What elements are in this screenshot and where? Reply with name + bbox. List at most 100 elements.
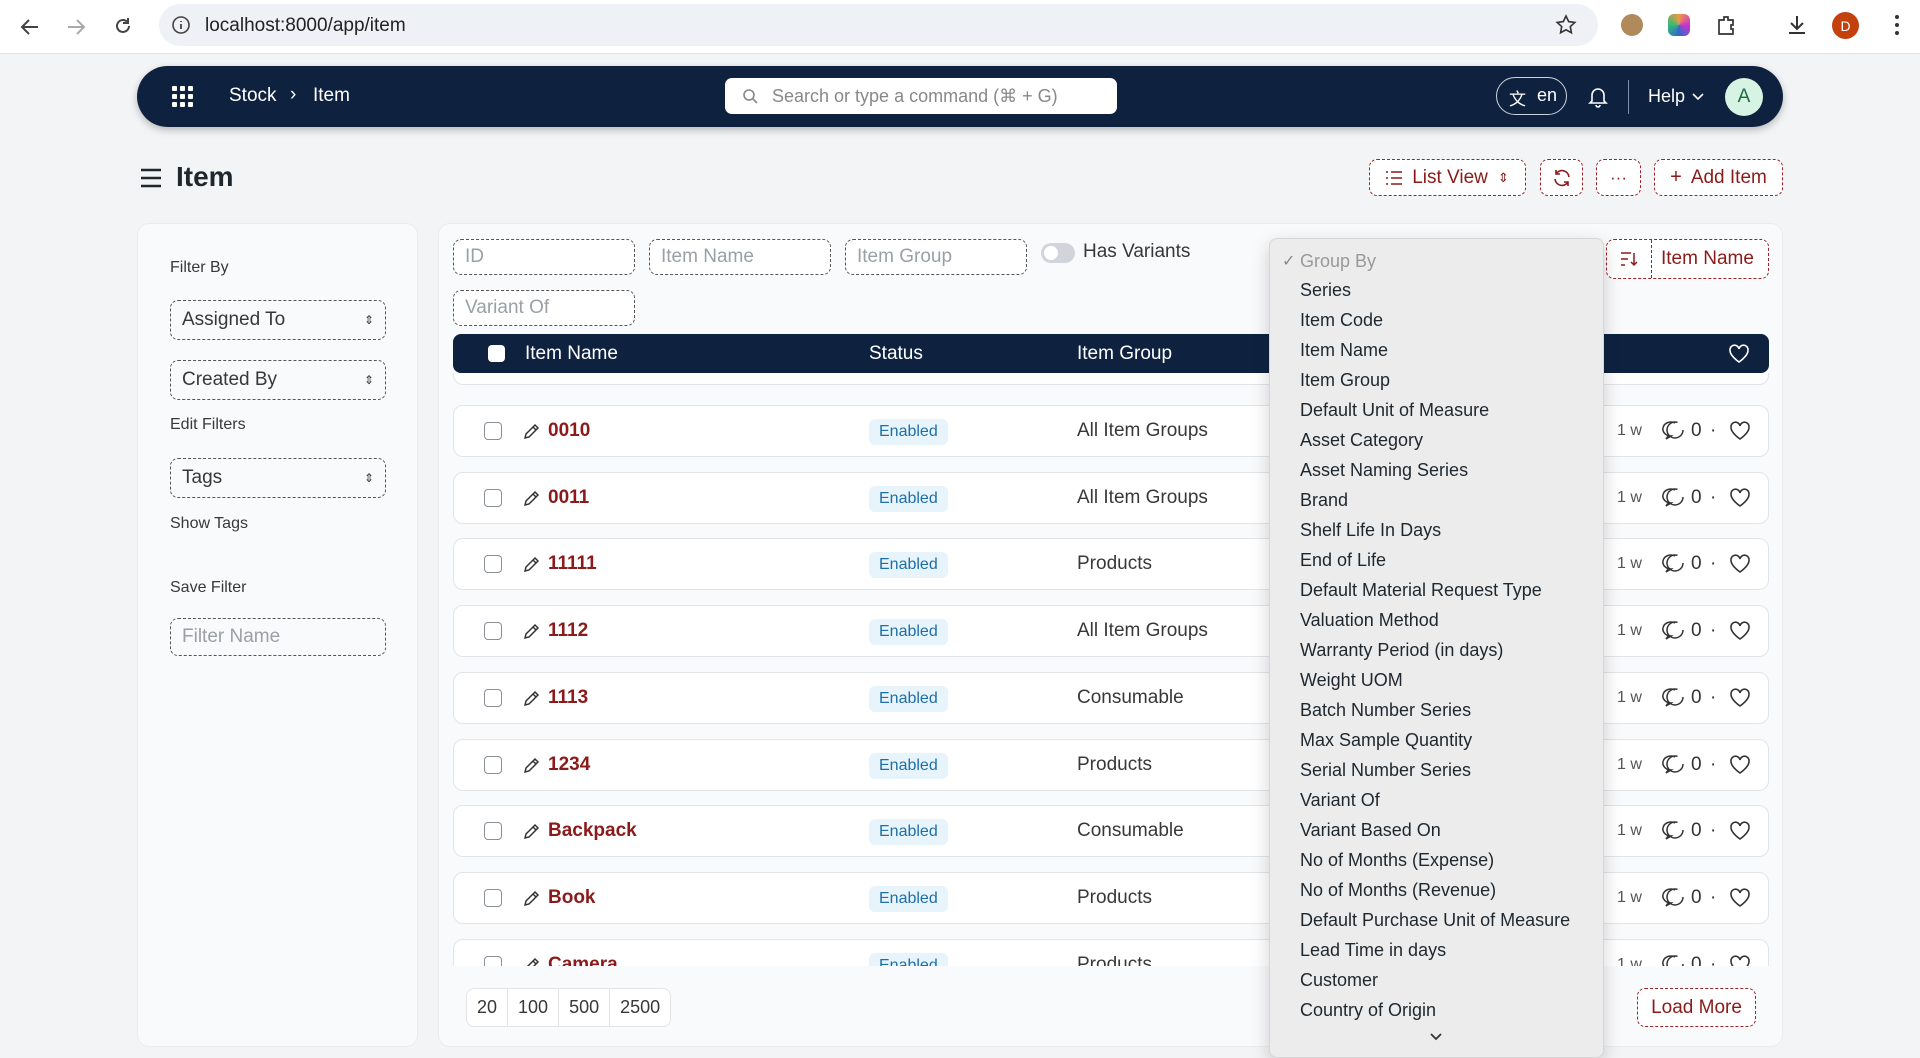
edit-icon[interactable] [523,757,540,774]
dropdown-item[interactable]: Series [1300,280,1352,300]
select-label[interactable]: Tags [182,467,223,488]
page-size-button[interactable]: 500 [558,989,609,1026]
downloads-button[interactable] [1786,14,1808,36]
bookmark-star[interactable] [1555,14,1577,35]
forward-button[interactable] [66,17,86,37]
reload-button[interactable] [113,16,133,36]
edit-icon[interactable] [523,556,540,573]
assigned-to-select[interactable]: Assigned To ⇕ [170,300,386,340]
filter-name-input[interactable]: Filter Name [170,618,386,656]
dropdown-item[interactable]: Warranty Period (in days) [1300,640,1504,660]
back-button[interactable] [20,17,40,37]
view-label[interactable]: List View [1412,166,1488,188]
extension-icon[interactable] [1621,14,1643,36]
has-variants-toggle[interactable] [1041,243,1075,263]
add-item-button[interactable]: + Add Item [1654,159,1783,196]
toggle-label[interactable]: Has Variants [1083,241,1191,262]
dropdown-item[interactable]: No of Months (Revenue) [1300,880,1497,900]
row-checkbox[interactable] [484,955,502,966]
edit-filters-link[interactable]: Edit Filters [170,416,246,433]
dropdown-item[interactable]: Weight UOM [1300,670,1403,690]
dropdown-item[interactable]: Default Purchase Unit of Measure [1300,910,1571,930]
dropdown-item[interactable]: Batch Number Series [1300,700,1472,720]
comment-icon[interactable] [1662,821,1685,840]
refresh-button[interactable] [1540,159,1583,196]
dropdown-item[interactable]: Customer [1300,970,1379,990]
id-filter[interactable]: ID [453,239,635,275]
language-code[interactable]: en [1537,85,1558,105]
dropdown-item[interactable]: Item Group [1300,370,1391,390]
dropdown-item[interactable]: Asset Naming Series [1300,460,1469,480]
dropdown-item[interactable]: Variant Based On [1300,820,1441,840]
dropdown-item[interactable]: Max Sample Quantity [1300,730,1473,750]
comment-icon[interactable] [1662,487,1685,507]
row-checkbox[interactable] [484,688,502,707]
add-item-label[interactable]: Add Item [1690,166,1767,188]
comment-icon[interactable] [1662,888,1685,907]
help-menu[interactable]: Help [1648,86,1686,106]
item-name-filter[interactable]: Item Name [649,239,831,275]
liked-filter[interactable] [1729,344,1749,363]
like-button[interactable] [1730,888,1750,907]
extensions-button[interactable] [1716,14,1738,36]
dropdown-item[interactable]: Brand [1300,490,1349,510]
scroll-down-arrow[interactable] [1430,1033,1442,1041]
item-name-link[interactable]: 11111 [548,553,597,575]
item-name-link[interactable]: 1234 [548,753,591,775]
column-header[interactable]: Item Name [525,343,618,364]
address-bar[interactable]: localhost:8000/app/item [159,4,1598,46]
row-checkbox[interactable] [484,888,502,907]
dropdown-item[interactable]: Item Code [1300,310,1384,330]
item-name-link[interactable]: 1113 [548,686,589,708]
apps-icon[interactable] [172,86,194,108]
like-button[interactable] [1730,621,1750,641]
dropdown-item[interactable]: Valuation Method [1300,610,1439,630]
dropdown-item[interactable]: End of Life [1300,550,1387,570]
edit-icon[interactable] [523,823,540,840]
like-button[interactable] [1730,421,1750,440]
sort-field[interactable]: Item Name [1661,248,1754,269]
page-size-button[interactable]: 2500 [609,989,670,1026]
dropdown-item[interactable]: Item Name [1300,340,1389,360]
like-button[interactable] [1730,754,1750,774]
column-header[interactable]: Status [869,343,923,364]
show-tags-link[interactable]: Show Tags [170,515,248,532]
page-size-button[interactable]: 20 [477,997,498,1017]
site-info-icon[interactable] [172,16,190,34]
browser-menu[interactable] [1894,14,1900,36]
item-name-link[interactable]: Camera [548,953,618,966]
row-checkbox[interactable] [484,488,502,507]
row-checkbox[interactable] [484,555,502,574]
sidebar-toggle[interactable] [140,168,162,188]
like-button[interactable] [1730,488,1750,507]
select-label[interactable]: Created By [182,369,278,390]
more-button[interactable]: ··· [1596,159,1641,196]
tags-select[interactable]: Tags ⇕ [170,458,386,498]
dropdown-item[interactable]: No of Months (Expense) [1300,850,1495,870]
like-button[interactable] [1730,821,1750,841]
dropdown-item[interactable]: Default Unit of Measure [1300,400,1490,420]
row-checkbox[interactable] [484,822,502,841]
like-button[interactable] [1730,554,1750,574]
dropdown-item[interactable]: Country of Origin [1300,1000,1437,1020]
select-all-checkbox[interactable] [488,345,505,362]
profile-avatar[interactable]: D [1832,12,1859,39]
notifications-bell[interactable] [1588,86,1608,108]
url-text[interactable]: localhost:8000/app/item [205,15,406,36]
comment-icon[interactable] [1662,421,1685,440]
row-checkbox[interactable] [484,422,502,440]
item-name-link[interactable]: Book [548,886,596,908]
dropdown-item[interactable]: Variant Of [1300,790,1380,810]
like-button[interactable] [1730,954,1750,966]
row-checkbox[interactable] [484,622,502,641]
row-checkbox[interactable] [484,755,502,774]
load-more-button[interactable]: Load More [1637,988,1756,1027]
edit-icon[interactable] [523,423,540,440]
select-label[interactable]: Assigned To [182,309,286,330]
edit-icon[interactable] [523,690,540,707]
like-button[interactable] [1730,688,1750,707]
item-name-link[interactable]: 0010 [548,420,591,441]
edit-icon[interactable] [523,623,540,640]
extension-icon[interactable] [1668,14,1690,36]
item-name-link[interactable]: 1112 [548,620,589,642]
